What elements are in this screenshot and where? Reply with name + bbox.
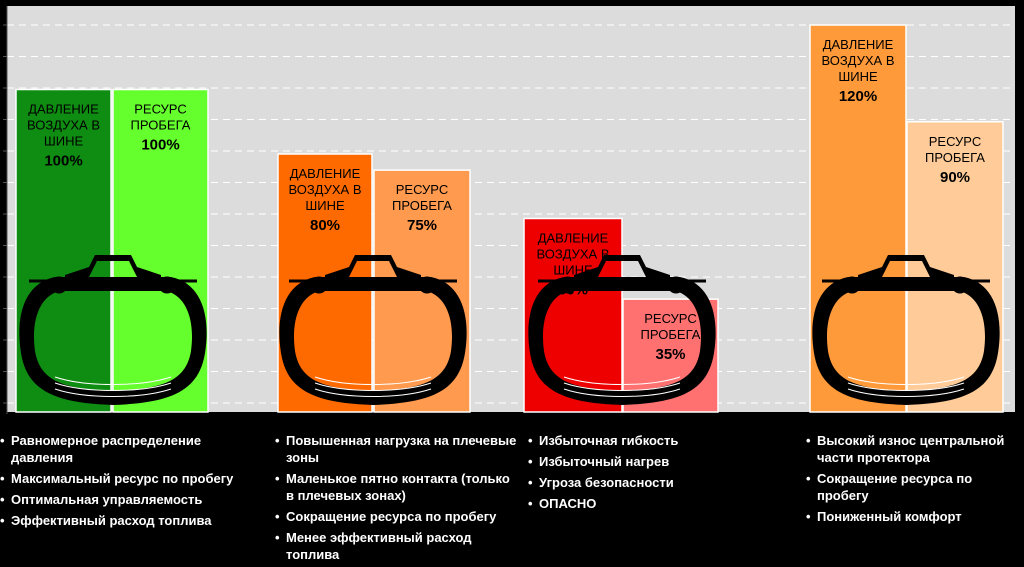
note-item: Избыточная гибкость: [528, 432, 758, 449]
note-item: Эффективный расход топлива: [0, 512, 265, 529]
tire-cross-section-icon: [279, 255, 467, 405]
pressure-label-line: ВОЗДУХА В: [27, 118, 100, 133]
group-4-notes: Высокий износ центральной части протекто…: [806, 432, 1011, 529]
pressure-label-line: ДАВЛЕНИЕ: [290, 166, 361, 181]
pressure-label-line: ШИНЕ: [44, 134, 84, 149]
note-item: Сокращение ресурса по пробегу: [275, 508, 520, 525]
pressure-percent-label: 80%: [310, 217, 340, 234]
note-item: Повышенная нагрузка на плечевые зоны: [275, 432, 520, 466]
group-2-notes: Повышенная нагрузка на плечевые зоны Мал…: [275, 432, 520, 567]
pressure-label-line: ВОЗДУХА В: [288, 182, 361, 197]
group-1-notes: Равномерное распределение давления Макси…: [0, 432, 265, 533]
note-item: Менее эффективный расход топлива: [275, 529, 520, 563]
note-item: ОПАСНО: [528, 495, 758, 512]
pressure-label-line: ВОЗДУХА В: [821, 53, 894, 68]
note-item: Маленькое пятно контакта (только в плече…: [275, 470, 520, 504]
mileage-percent-label: 75%: [407, 217, 437, 234]
group-3-notes: Избыточная гибкость Избыточный нагрев Уг…: [528, 432, 758, 516]
tire-cross-section-icon: [528, 255, 716, 405]
mileage-label-line: ПРОБЕГА: [925, 150, 985, 165]
note-item: Максимальный ресурс по пробегу: [0, 470, 265, 487]
note-item: Сокращение ресурса по пробегу: [806, 470, 1011, 504]
mileage-percent-label: 35%: [655, 346, 685, 363]
note-item: Равномерное распределение давления: [0, 432, 265, 466]
pressure-label-line: ДАВЛЕНИЕ: [823, 37, 894, 52]
mileage-label-line: ПРОБЕГА: [641, 327, 701, 342]
mileage-label-line: РЕСУРС: [396, 182, 448, 197]
mileage-label-line: ПРОБЕГА: [131, 118, 191, 133]
note-item: Угроза безопасности: [528, 474, 758, 491]
note-item: Пониженный комфорт: [806, 508, 1011, 525]
mileage-label-line: РЕСУРС: [929, 134, 981, 149]
tire-cross-section-icon: [812, 255, 1000, 405]
pressure-label-line: ШИНЕ: [838, 69, 878, 84]
mileage-label-line: РЕСУРС: [644, 311, 696, 326]
pressure-label-line: ШИНЕ: [305, 198, 345, 213]
tire-cross-section-icon: [19, 255, 207, 405]
note-item: Высокий износ центральной части протекто…: [806, 432, 1011, 466]
note-item: Избыточный нагрев: [528, 453, 758, 470]
mileage-label-line: ПРОБЕГА: [392, 198, 452, 213]
note-item: Оптимальная управляемость: [0, 491, 265, 508]
pressure-label-line: ДАВЛЕНИЕ: [28, 102, 99, 117]
pressure-label-line: ДАВЛЕНИЕ: [538, 231, 609, 246]
mileage-percent-label: 90%: [940, 169, 970, 186]
pressure-percent-label: 120%: [839, 88, 877, 105]
pressure-percent-label: 100%: [44, 153, 82, 170]
mileage-percent-label: 100%: [141, 137, 179, 154]
mileage-label-line: РЕСУРС: [134, 102, 186, 117]
pressure-label-line: ВОЗДУХА В: [536, 247, 609, 262]
